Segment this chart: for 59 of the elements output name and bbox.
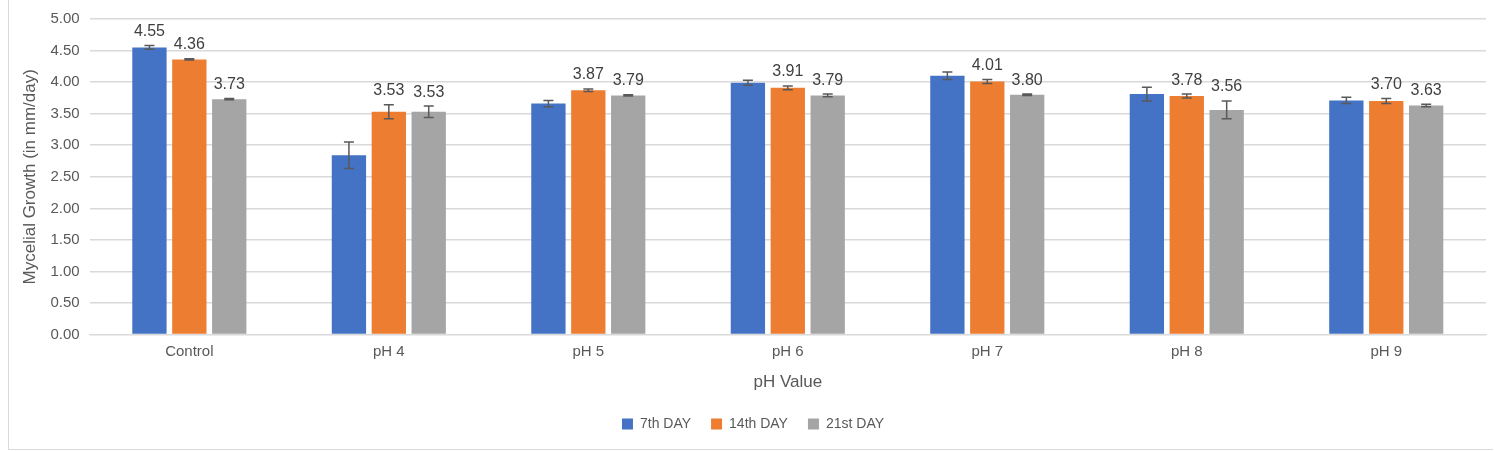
bar [1329, 100, 1364, 334]
y-tick-label: 4.00 [50, 72, 80, 90]
x-tick-label: pH 8 [1170, 341, 1203, 359]
bar [571, 90, 606, 334]
bar [1369, 101, 1404, 334]
bar [1409, 105, 1444, 334]
bar [930, 75, 965, 334]
data-label: 4.55 [133, 21, 166, 39]
y-tick-label: 3.00 [50, 135, 80, 153]
y-tick-label: 5.00 [50, 9, 80, 27]
y-tick-label: 2.00 [50, 198, 80, 216]
legend-label: 21st DAY [825, 414, 885, 431]
y-tick-label: 1.50 [50, 230, 80, 248]
x-axis-title: pH Value [753, 372, 823, 392]
bar [172, 59, 207, 334]
x-tick-label: pH 9 [1370, 341, 1403, 359]
bar [331, 155, 367, 334]
data-label: 3.63 [1410, 80, 1442, 98]
data-label: 3.53 [373, 81, 405, 99]
data-label: 3.56 [1211, 77, 1243, 95]
data-label: 3.79 [812, 70, 844, 88]
bar [1010, 94, 1045, 334]
y-tick-label: 3.50 [50, 103, 80, 121]
y-axis-title: Mycelial Growth (in mm/day) [19, 69, 39, 285]
data-label: 3.79 [612, 71, 644, 89]
bar [411, 111, 446, 334]
bar [371, 111, 406, 334]
bar [770, 87, 805, 334]
y-tick-label: 1.00 [50, 261, 80, 279]
x-tick-label: pH 5 [572, 341, 605, 359]
bar [212, 99, 247, 334]
data-label: 3.78 [1171, 70, 1203, 88]
data-label: 3.87 [572, 65, 604, 83]
x-tick-label: pH 4 [372, 341, 405, 359]
data-label: 4.36 [173, 35, 206, 53]
x-tick-label: Control [165, 341, 214, 359]
bar [1209, 109, 1244, 334]
legend-label: 14th DAY [729, 414, 789, 431]
y-tick-label: 2.50 [50, 166, 80, 184]
y-tick-label: 4.50 [50, 40, 80, 58]
data-label: 3.53 [413, 82, 445, 100]
data-label: 3.73 [213, 74, 245, 92]
y-tick-label: 0.50 [50, 293, 80, 311]
bar [810, 95, 845, 334]
bar [611, 95, 646, 334]
legend-label: 7th DAY [639, 414, 692, 431]
bar [1169, 96, 1204, 334]
data-label: 3.80 [1011, 70, 1043, 88]
data-label: 4.01 [971, 56, 1003, 73]
data-label: 3.70 [1370, 74, 1402, 92]
bar [132, 47, 167, 334]
bar [531, 103, 566, 334]
y-tick-label: 0.00 [50, 324, 80, 342]
x-tick-label: pH 6 [771, 341, 804, 359]
data-label: 3.91 [772, 62, 804, 80]
bar [730, 82, 766, 334]
bar [1129, 94, 1165, 334]
bar [970, 81, 1005, 334]
x-tick-label: pH 7 [971, 341, 1004, 359]
